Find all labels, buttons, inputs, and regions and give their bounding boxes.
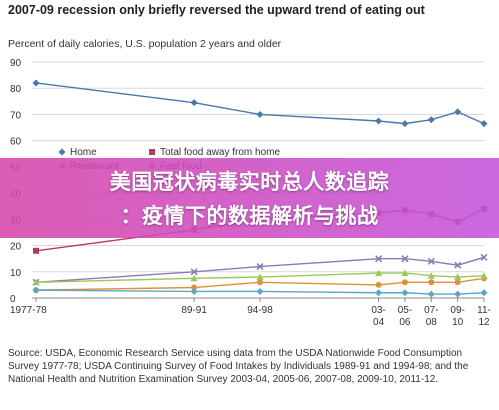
- data-point: [427, 257, 435, 265]
- data-point: [401, 279, 408, 286]
- y-tick-label: 10: [10, 268, 22, 279]
- data-point: [427, 290, 435, 298]
- data-point: [190, 274, 198, 282]
- series-4: [32, 269, 488, 286]
- x-tick-label: 04: [373, 317, 385, 328]
- series-line: [35, 256, 485, 283]
- data-point: [32, 79, 40, 87]
- legend-item: Home: [58, 147, 97, 158]
- x-axis: 1977-78 89-91 94-98 03-04 05-06 07-08 09-10 11-…: [10, 298, 491, 328]
- overlay-line-2: ：疫情下的数据解析与挑战: [120, 204, 379, 228]
- data-point: [454, 290, 462, 298]
- data-point: [401, 120, 409, 128]
- x-tick-label: 10: [452, 317, 464, 328]
- data-point: [480, 272, 488, 279]
- x-tick-label: 07-: [424, 305, 438, 316]
- y-tick-label: 90: [10, 58, 22, 69]
- legend-label: Total food away from home: [160, 147, 280, 158]
- data-point: [257, 279, 263, 286]
- chart-subtitle: Percent of daily calories, U.S. populati…: [8, 38, 282, 50]
- y-tick-label: 0: [10, 294, 16, 305]
- y-tick-label: 80: [10, 84, 22, 95]
- data-point: [428, 279, 435, 286]
- data-point: [454, 261, 462, 269]
- series-0: [32, 79, 488, 128]
- grid: [32, 61, 484, 299]
- data-point: [256, 287, 264, 295]
- data-point: [480, 253, 488, 261]
- data-point: [480, 120, 488, 128]
- data-point: [480, 289, 488, 297]
- x-tick-label: 08: [426, 317, 438, 328]
- data-point: [190, 287, 198, 295]
- x-tick-label: 12: [478, 317, 490, 328]
- data-point: [32, 278, 40, 286]
- legend-label: Home: [70, 147, 97, 158]
- data-point: [190, 268, 198, 276]
- series-line: [35, 272, 485, 283]
- x-tick-label: 11-: [477, 305, 491, 316]
- data-point: [375, 289, 383, 297]
- y-tick-label: 20: [10, 242, 22, 253]
- y-tick-label: 70: [10, 110, 22, 121]
- data-point: [375, 281, 382, 288]
- data-point: [375, 255, 383, 263]
- data-point: [33, 247, 39, 254]
- data-point: [401, 289, 409, 297]
- x-tick-label: 06: [399, 317, 411, 328]
- legend-item: Total food away from home: [149, 147, 280, 158]
- x-tick-label: 1977-78: [10, 305, 47, 316]
- source-note: Source: USDA, Economic Research Service …: [8, 348, 469, 385]
- data-point: [256, 273, 264, 281]
- data-point: [149, 149, 155, 155]
- x-tick-label: 09-: [450, 305, 464, 316]
- data-point: [58, 148, 66, 156]
- chart-title: 2007-09 recession only briefly reversed …: [8, 3, 426, 17]
- data-point: [401, 269, 409, 277]
- data-point: [256, 262, 264, 271]
- series-line: [35, 277, 485, 291]
- data-point: [190, 99, 198, 107]
- overlay-banner: 美国冠状病毒实时总人数追踪 ：疫情下的数据解析与挑战: [0, 158, 499, 238]
- data-point: [375, 117, 383, 125]
- data-point: [191, 284, 198, 291]
- x-tick-label: 94-98: [247, 305, 273, 316]
- data-point: [454, 279, 461, 286]
- data-point: [401, 255, 409, 263]
- data-point: [427, 116, 435, 124]
- x-tick-label: 05-: [398, 305, 412, 316]
- x-tick-label: 03-: [371, 305, 385, 316]
- series-line: [35, 82, 485, 125]
- y-tick-label: 60: [10, 137, 22, 148]
- x-tick-label: 89-91: [181, 305, 207, 316]
- data-point: [256, 110, 264, 118]
- data-point: [454, 108, 462, 116]
- overlay-line-1: 美国冠状病毒实时总人数追踪: [109, 170, 390, 194]
- data-point: [32, 286, 40, 294]
- data-point: [454, 273, 462, 281]
- series-5: [32, 286, 488, 298]
- series-line: [35, 289, 485, 295]
- data-point: [427, 272, 435, 279]
- data-point: [375, 269, 383, 277]
